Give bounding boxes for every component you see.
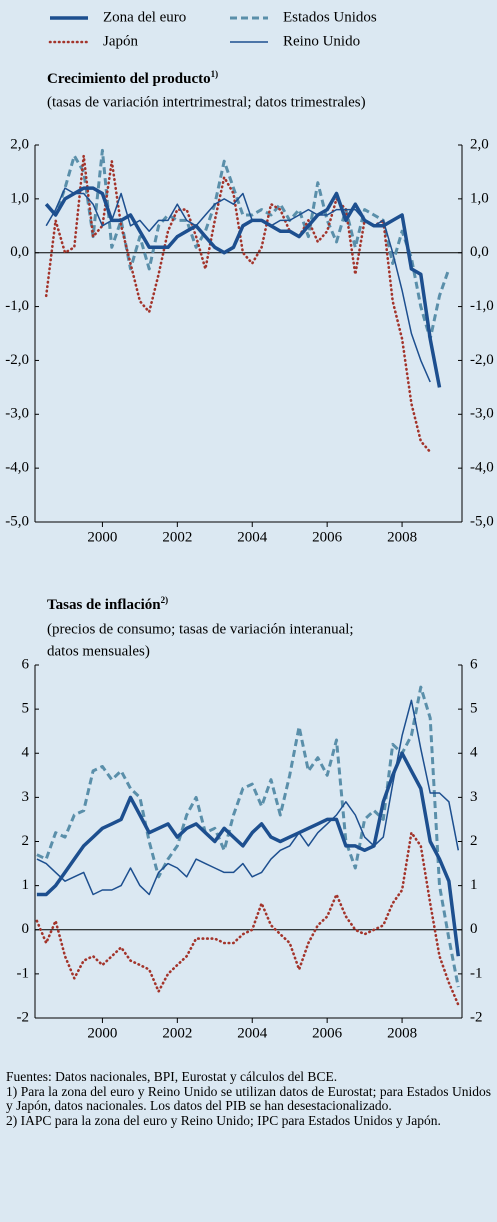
y-tick-label: -1 — [17, 965, 30, 981]
y-tick-label: 1 — [22, 877, 30, 893]
y-tick-label: 2 — [470, 833, 478, 849]
series-line — [45, 187, 431, 383]
x-tick-label: 2008 — [387, 529, 417, 545]
y-tick-label: -2,0 — [5, 352, 29, 368]
y-tick-label: 2,0 — [470, 136, 489, 152]
y-tick-label: 2 — [22, 833, 30, 849]
y-tick-label: 1,0 — [10, 190, 29, 206]
y-tick-label: 5 — [470, 701, 478, 717]
y-tick-label: -4,0 — [5, 460, 29, 476]
chart-title: Tasas de inflación2) — [47, 595, 168, 613]
y-tick-label: 0 — [470, 921, 478, 937]
x-tick-label: 2004 — [237, 1025, 268, 1041]
y-tick-label: 3 — [22, 789, 30, 805]
y-tick-label: -5,0 — [470, 513, 494, 529]
y-tick-label: 4 — [470, 745, 478, 761]
series-line — [36, 685, 460, 988]
y-tick-label: 6 — [22, 656, 30, 672]
y-tick-label: -1,0 — [5, 298, 29, 314]
series-line — [36, 699, 460, 896]
y-tick-label: -2 — [470, 1009, 483, 1025]
series-line — [35, 831, 460, 1007]
title-note: 1) — [211, 69, 219, 79]
x-tick-label: 2004 — [237, 529, 268, 545]
y-tick-label: -3,0 — [470, 406, 494, 422]
x-tick-label: 2000 — [87, 529, 117, 545]
chart-subtitle: (precios de consumo; tasas de variación … — [47, 621, 354, 637]
x-tick-label: 2006 — [312, 1025, 343, 1041]
chart-title: Crecimiento del producto1) — [47, 69, 218, 87]
y-tick-label: -3,0 — [5, 406, 29, 422]
title-text: Crecimiento del producto — [47, 71, 211, 87]
y-tick-label: 1 — [470, 877, 478, 893]
title-text: Tasas de inflación — [47, 597, 161, 613]
x-tick-label: 2006 — [312, 529, 343, 545]
series-line — [44, 186, 442, 388]
chart: Zona del euro Estados Unidos Japón Reino Un… — [5, 9, 494, 1041]
series-line — [45, 148, 451, 341]
x-tick-label: 2002 — [162, 1025, 192, 1041]
y-tick-label: 5 — [22, 701, 30, 717]
legend-label: Japón — [103, 33, 138, 49]
y-tick-label: -1,0 — [470, 298, 494, 314]
x-tick-label: 2002 — [162, 529, 192, 545]
y-tick-label: -5,0 — [5, 513, 29, 529]
chart-subtitle: datos mensuales) — [47, 643, 150, 659]
footnote: 1) Para la zona del euro y Reino Unido s… — [6, 1083, 491, 1113]
x-tick-label: 2008 — [387, 1025, 417, 1041]
y-tick-label: 0,0 — [470, 244, 489, 260]
legend-label: Zona del euro — [103, 9, 186, 25]
legend-label: Estados Unidos — [283, 9, 377, 25]
footnote: Fuentes: Datos nacionales, BPI, Eurostat… — [6, 1069, 338, 1084]
y-tick-label: -2,0 — [470, 352, 494, 368]
y-tick-label: 0 — [22, 921, 30, 937]
y-tick-label: -4,0 — [470, 460, 494, 476]
y-tick-label: 1,0 — [470, 190, 489, 206]
y-tick-label: 3 — [470, 789, 478, 805]
series-line — [36, 751, 461, 957]
y-tick-label: 0,0 — [10, 244, 29, 260]
footnote: 2) IAPC para la zona del euro y Reino Un… — [6, 1112, 441, 1128]
chart-subtitle: (tasas de variación intertrimestral; dat… — [47, 94, 366, 110]
y-tick-label: -1 — [470, 965, 483, 981]
title-note: 2) — [161, 595, 169, 605]
y-tick-label: 6 — [470, 656, 478, 672]
legend-label: Reino Unido — [283, 33, 360, 49]
y-tick-label: 2,0 — [10, 136, 29, 152]
footnotes: Fuentes: Datos nacionales, BPI, Eurostat… — [6, 1069, 491, 1128]
x-tick-label: 2000 — [87, 1025, 117, 1041]
y-tick-label: -2 — [17, 1009, 30, 1025]
y-tick-label: 4 — [22, 745, 30, 761]
